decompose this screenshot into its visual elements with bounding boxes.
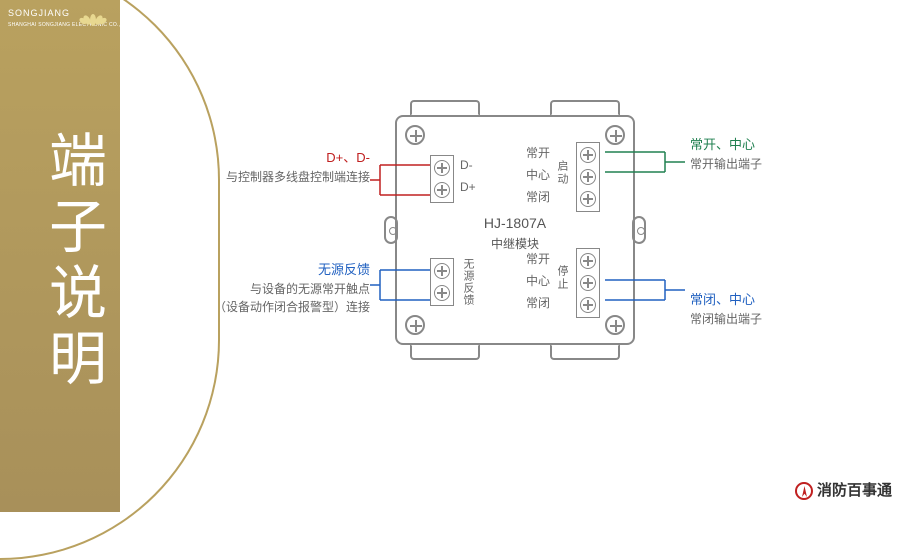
- label-close: 常闭: [526, 294, 550, 311]
- label-close: 常闭: [526, 188, 550, 205]
- terminal-diagram: D- D+ 无源反馈 启动 停止 常开 中心 常闭 常开 中心 常闭 HJ-18…: [120, 0, 910, 512]
- page-title: 端子说明: [30, 130, 114, 394]
- callout-title: D+、D-: [195, 148, 370, 168]
- logo-sub: SHANGHAI SONGJIANG ELECTRONIC CO.,LTD: [8, 22, 130, 28]
- pin-icon: [434, 263, 450, 279]
- module-sub: 中继模块: [380, 235, 650, 252]
- label-d-minus: D-: [460, 158, 473, 172]
- mount-tab: [550, 100, 620, 116]
- callout-title: 无源反馈: [175, 260, 370, 280]
- callout-desc: 与设备的无源常开触点: [175, 280, 370, 298]
- terminal-stop: [576, 248, 600, 318]
- callout-open: 常开、中心 常开输出端子: [690, 135, 800, 173]
- label-feedback: 无源反馈: [460, 258, 476, 306]
- label-stop: 停止: [554, 265, 570, 291]
- brand-text: 消防百事通: [817, 482, 892, 499]
- brand-footer: 消防百事通: [795, 479, 892, 500]
- callout-desc: （设备动作闭合报警型）连接: [175, 298, 370, 316]
- terminal-d: [430, 155, 454, 203]
- screw-icon: [405, 125, 425, 145]
- callout-title: 常开、中心: [690, 135, 800, 155]
- label-center: 中心: [526, 166, 550, 183]
- screw-icon: [605, 315, 625, 335]
- pin-icon: [580, 147, 596, 163]
- pin-icon: [434, 160, 450, 176]
- pin-icon: [580, 191, 596, 207]
- callout-desc: 常开输出端子: [690, 155, 800, 173]
- logo-text: SONGJIANG: [8, 8, 70, 18]
- terminal-start: [576, 142, 600, 212]
- callout-feedback: 无源反馈 与设备的无源常开触点 （设备动作闭合报警型）连接: [175, 260, 370, 316]
- callout-desc: 常闭输出端子: [690, 310, 800, 328]
- label-d-plus: D+: [460, 180, 476, 194]
- callout-d: D+、D- 与控制器多线盘控制端连接: [195, 148, 370, 186]
- pin-icon: [434, 182, 450, 198]
- mount-tab: [550, 344, 620, 360]
- relay-module: D- D+ 无源反馈 启动 停止 常开 中心 常闭 常开 中心 常闭 HJ-18…: [380, 100, 650, 360]
- callout-desc: 与控制器多线盘控制端连接: [195, 168, 370, 186]
- callout-close: 常闭、中心 常闭输出端子: [690, 290, 800, 328]
- screw-icon: [605, 125, 625, 145]
- label-open: 常开: [526, 144, 550, 161]
- label-center: 中心: [526, 272, 550, 289]
- label-open: 常开: [526, 250, 550, 267]
- brand-icon: [795, 482, 813, 500]
- pin-icon: [580, 297, 596, 313]
- pin-icon: [580, 253, 596, 269]
- module-name: HJ-1807A: [380, 215, 650, 231]
- mount-tab: [410, 100, 480, 116]
- terminal-feedback: [430, 258, 454, 306]
- screw-icon: [405, 315, 425, 335]
- pin-icon: [580, 169, 596, 185]
- mount-tab: [410, 344, 480, 360]
- pin-icon: [434, 285, 450, 301]
- pin-icon: [580, 275, 596, 291]
- callout-title: 常闭、中心: [690, 290, 800, 310]
- logo-flower-icon: [78, 6, 108, 26]
- label-start: 启动: [554, 160, 570, 186]
